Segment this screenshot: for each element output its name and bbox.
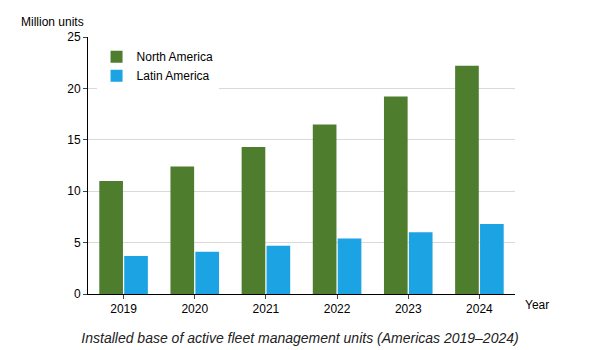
svg-text:0: 0 (74, 287, 81, 301)
svg-text:2023: 2023 (395, 302, 422, 316)
svg-text:10: 10 (67, 184, 81, 198)
svg-text:2020: 2020 (181, 302, 208, 316)
svg-text:20: 20 (67, 82, 81, 96)
svg-text:2024: 2024 (466, 302, 493, 316)
svg-text:5: 5 (74, 236, 81, 250)
svg-text:25: 25 (67, 30, 81, 44)
svg-text:Million units: Million units (21, 15, 84, 29)
svg-text:North America: North America (137, 50, 213, 64)
svg-text:15: 15 (67, 133, 81, 147)
svg-text:Latin America: Latin America (137, 69, 210, 83)
svg-text:2021: 2021 (253, 302, 280, 316)
svg-text:Year: Year (525, 298, 549, 312)
svg-text:Installed base of active fleet: Installed base of active fleet managemen… (81, 330, 518, 346)
svg-text:2022: 2022 (324, 302, 351, 316)
svg-text:2019: 2019 (110, 302, 137, 316)
